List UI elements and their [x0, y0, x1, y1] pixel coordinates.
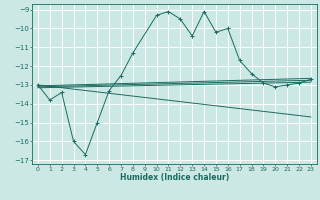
X-axis label: Humidex (Indice chaleur): Humidex (Indice chaleur): [120, 173, 229, 182]
